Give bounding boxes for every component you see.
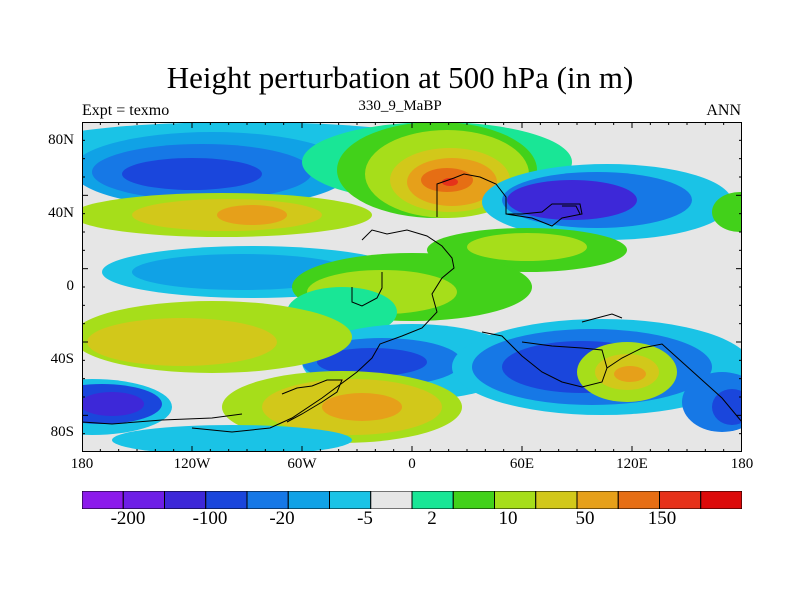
colorbar-swatch-13 [617, 491, 660, 509]
colorbar-label-minus-20: -20 [269, 508, 295, 529]
colorbar-swatch-6 [329, 491, 372, 509]
colorbar [82, 491, 742, 509]
colorbar-label-minus-100: -100 [192, 508, 228, 529]
height-perturbation-map [82, 122, 742, 452]
y-tick-80s: 80S [50, 424, 74, 440]
colorbar-swatch-2 [164, 491, 207, 509]
colorbar-swatch-4 [246, 491, 289, 509]
experiment-label: Expt = texmo [82, 102, 170, 119]
x-tick-180-east: 180 [730, 456, 754, 472]
colorbar-swatch-9 [452, 491, 495, 509]
coastline-equatorial [351, 272, 383, 307]
x-tick-180-west: 180 [70, 456, 94, 472]
y-tick-40s: 40S [50, 351, 74, 367]
plot-title: Height perturbation at 500 hPa (in m) [166, 60, 634, 95]
period-label: 330_9_MaBP [358, 98, 442, 114]
orange-region-120e [614, 366, 646, 382]
colorbar-label-150: 150 [647, 508, 677, 529]
colorbar-swatch-0 [82, 491, 124, 509]
colorbar-label-10: 10 [498, 508, 518, 529]
colorbar-swatch-8 [411, 491, 454, 509]
coastline-australia [481, 331, 608, 388]
y-tick-80n: 80N [48, 132, 74, 148]
red-region-north [442, 178, 458, 186]
coastline-indonesia [581, 313, 623, 323]
colorbar-swatch-1 [122, 491, 165, 509]
coastline-asia [436, 173, 583, 227]
colorbar-swatch-10 [494, 491, 537, 509]
coastline-southern-pacific [606, 343, 742, 423]
coastline-africa-south-america [191, 229, 455, 433]
colorbar-label-50: 50 [575, 508, 595, 529]
x-tick-120w: 120W [173, 456, 211, 472]
colorbar-swatch-15 [700, 491, 742, 509]
colorbar-swatch-12 [576, 491, 619, 509]
cyan-band-far-south [112, 425, 352, 452]
season-label: ANN [706, 102, 741, 119]
axis-tick-marks [82, 122, 742, 452]
colorbar-swatch-5 [287, 491, 330, 509]
colorbar-swatch-7 [370, 491, 413, 509]
x-tick-60w: 60W [287, 456, 317, 472]
colorbar-label-2: 2 [427, 508, 437, 529]
colorbar-swatch-14 [659, 491, 702, 509]
coastline-antarctica-west [82, 413, 243, 425]
colorbar-label-minus-5: -5 [357, 508, 373, 529]
orange-region-60s [322, 393, 402, 421]
green-region-dateline [712, 192, 742, 232]
olive-region-30s [87, 318, 277, 366]
x-tick-60e: 60E [509, 456, 535, 472]
orange-region-40n [217, 205, 287, 225]
colorbar-label-minus-200: -200 [110, 508, 146, 529]
lime-region-20n [467, 233, 587, 261]
y-tick-equator: 0 [66, 278, 75, 294]
y-tick-40n: 40N [48, 205, 74, 221]
continent-outlines [82, 173, 742, 433]
colorbar-swatch-3 [205, 491, 248, 509]
coastline-japan [562, 205, 581, 215]
dark-blue-region-south [317, 348, 427, 376]
colorbar-swatch-11 [535, 491, 578, 509]
x-tick-120e: 120E [616, 456, 648, 472]
coastline-antarctic-peninsula [281, 379, 343, 423]
dark-blue-region-north [122, 158, 262, 190]
x-tick-0: 0 [408, 456, 416, 472]
deep-blue-region-southwest [82, 392, 144, 416]
deep-blue-region-northeast [507, 180, 637, 220]
dark-blue-region-dateline-south [712, 389, 742, 425]
